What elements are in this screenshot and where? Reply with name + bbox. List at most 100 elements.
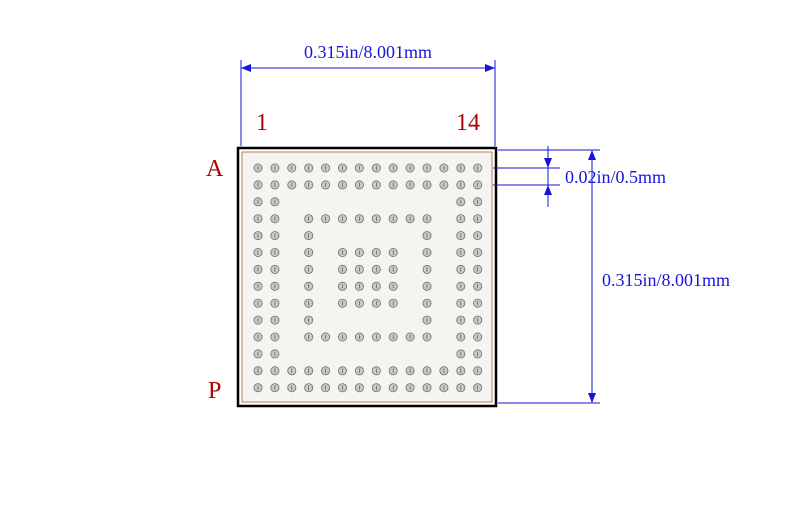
bga-pin	[271, 282, 279, 290]
bga-pin	[254, 282, 262, 290]
bga-pin	[372, 215, 380, 223]
bga-pin	[474, 181, 482, 189]
bga-pin	[271, 215, 279, 223]
bga-pin	[288, 164, 296, 172]
bga-pin	[372, 181, 380, 189]
bga-pin	[440, 384, 448, 392]
bga-pin	[372, 367, 380, 375]
bga-pin	[440, 367, 448, 375]
bga-pin	[457, 265, 465, 273]
bga-pin	[322, 367, 330, 375]
bga-pin	[305, 248, 313, 256]
bga-pin	[305, 232, 313, 240]
bga-pin	[389, 215, 397, 223]
bga-pin	[406, 215, 414, 223]
bga-pin	[457, 333, 465, 341]
bga-pin	[305, 181, 313, 189]
bga-pin	[254, 299, 262, 307]
bga-pin	[474, 350, 482, 358]
bga-pin	[389, 282, 397, 290]
bga-pin	[474, 367, 482, 375]
bga-pin	[254, 384, 262, 392]
bga-pin	[271, 350, 279, 358]
bga-pin	[254, 316, 262, 324]
bga-pin	[440, 164, 448, 172]
bga-pin	[322, 181, 330, 189]
bga-pin	[474, 198, 482, 206]
bga-pin	[254, 181, 262, 189]
bga-pin	[338, 299, 346, 307]
bga-pin	[355, 299, 363, 307]
bga-pin	[271, 265, 279, 273]
bga-pin	[355, 333, 363, 341]
bga-pin	[372, 248, 380, 256]
bga-pin	[423, 282, 431, 290]
bga-pin	[457, 215, 465, 223]
bga-pin	[305, 299, 313, 307]
dimension-height-label: 0.315in/8.001mm	[602, 270, 730, 290]
bga-pin	[406, 333, 414, 341]
bga-pin	[389, 181, 397, 189]
bga-pin	[305, 316, 313, 324]
bga-pin	[389, 265, 397, 273]
bga-pin	[474, 232, 482, 240]
bga-pin	[440, 181, 448, 189]
bga-pin	[457, 248, 465, 256]
bga-pin	[322, 333, 330, 341]
bga-pin	[338, 181, 346, 189]
bga-pin	[457, 198, 465, 206]
bga-pin	[254, 215, 262, 223]
bga-pin	[372, 299, 380, 307]
bga-pin	[254, 333, 262, 341]
bga-pin	[338, 384, 346, 392]
bga-pin	[271, 248, 279, 256]
bga-pin	[457, 282, 465, 290]
bga-pin	[474, 265, 482, 273]
row-start-label: A	[206, 156, 224, 182]
bga-pin	[423, 333, 431, 341]
bga-pin	[372, 333, 380, 341]
bga-pin	[271, 164, 279, 172]
bga-pin	[372, 265, 380, 273]
bga-pin	[322, 215, 330, 223]
bga-pin	[288, 384, 296, 392]
bga-pin	[254, 367, 262, 375]
bga-pin	[338, 367, 346, 375]
bga-pin	[423, 384, 431, 392]
bga-pin	[288, 367, 296, 375]
bga-pin	[271, 333, 279, 341]
bga-pin	[423, 215, 431, 223]
drawing-canvas: 0.315in/8.001mm 0.315in/8.001mm 0.02in/0.5…	[0, 0, 800, 517]
dimension-pitch: 0.02in/0.5mm	[493, 146, 666, 207]
bga-pin	[305, 265, 313, 273]
bga-pin	[457, 232, 465, 240]
bga-pin	[457, 299, 465, 307]
bga-pin	[474, 316, 482, 324]
bga-pin	[457, 316, 465, 324]
bga-pin	[474, 215, 482, 223]
bga-pin	[305, 384, 313, 392]
dimension-width-label: 0.315in/8.001mm	[304, 42, 432, 62]
bga-pin	[271, 384, 279, 392]
bga-pin	[423, 316, 431, 324]
dimension-pitch-label: 0.02in/0.5mm	[565, 167, 666, 187]
bga-pin	[423, 248, 431, 256]
bga-pin	[254, 248, 262, 256]
bga-pin	[423, 299, 431, 307]
bga-pin	[423, 164, 431, 172]
bga-pin	[406, 181, 414, 189]
bga-pin	[355, 181, 363, 189]
bga-pin	[457, 350, 465, 358]
bga-pin	[338, 333, 346, 341]
bga-pin	[338, 265, 346, 273]
bga-pin	[389, 248, 397, 256]
bga-pin	[305, 164, 313, 172]
bga-pin	[254, 265, 262, 273]
bga-pin	[406, 384, 414, 392]
bga-pin	[389, 333, 397, 341]
bga-pin	[254, 198, 262, 206]
column-start-label: 1	[256, 110, 268, 136]
bga-pin	[474, 282, 482, 290]
bga-pin	[474, 333, 482, 341]
bga-pin	[305, 282, 313, 290]
